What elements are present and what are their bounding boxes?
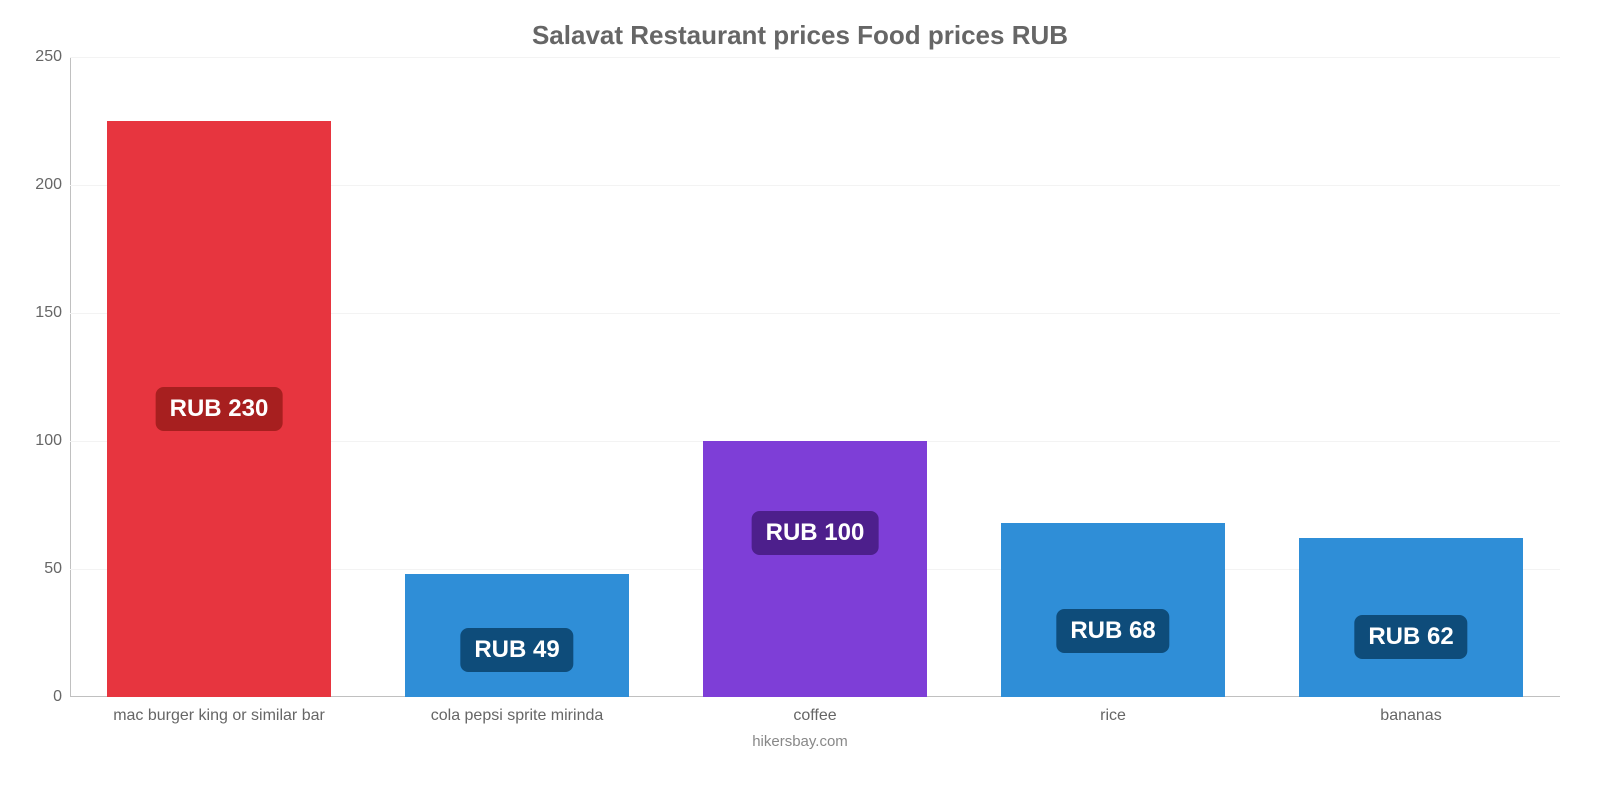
chart-container: Salavat Restaurant prices Food prices RU… [0,0,1600,800]
value-badge: RUB 230 [156,387,283,431]
bar: RUB 100 [703,441,927,697]
x-tick: bananas [1262,697,1560,725]
value-badge: RUB 62 [1354,615,1467,659]
y-tick: 50 [22,560,62,578]
y-tick: 150 [22,304,62,322]
bar: RUB 62 [1299,538,1523,697]
y-tick: 100 [22,432,62,450]
bar-slot: RUB 100 [666,57,964,697]
bar-slot: RUB 49 [368,57,666,697]
value-badge: RUB 68 [1056,609,1169,653]
x-tick: rice [964,697,1262,725]
x-tick: cola pepsi sprite mirinda [368,697,666,725]
chart-footer: hikersbay.com [0,733,1600,750]
bar: RUB 230 [107,121,331,697]
bar: RUB 68 [1001,523,1225,697]
x-tick: mac burger king or similar bar [70,697,368,725]
plot-area: 050100150200250 RUB 230RUB 49RUB 100RUB … [70,57,1560,697]
value-badge: RUB 100 [752,511,879,555]
x-tick: coffee [666,697,964,725]
y-tick: 200 [22,176,62,194]
x-tick-labels: mac burger king or similar barcola pepsi… [70,697,1560,725]
bar: RUB 49 [405,574,629,697]
bar-slot: RUB 68 [964,57,1262,697]
y-tick: 250 [22,48,62,66]
bar-slot: RUB 230 [70,57,368,697]
value-badge: RUB 49 [460,628,573,672]
bar-slot: RUB 62 [1262,57,1560,697]
y-tick: 0 [22,688,62,706]
chart-title: Salavat Restaurant prices Food prices RU… [0,20,1600,51]
bars-group: RUB 230 RUB 49 RUB 100 RUB 68 RUB 62 [70,57,1560,697]
